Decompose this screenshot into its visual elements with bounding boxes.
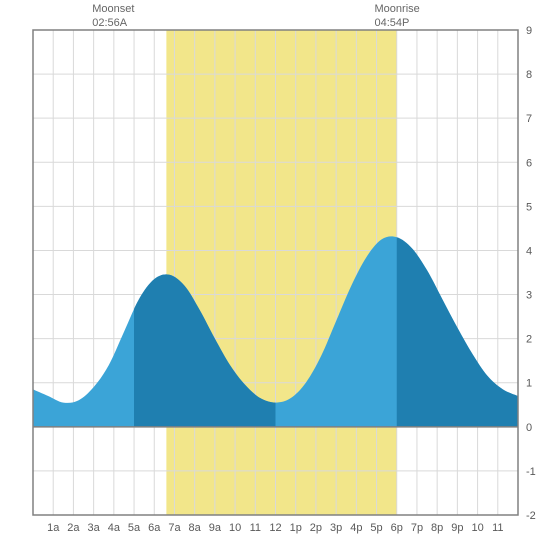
tide-chart: Moonset 02:56A Moonrise 04:54P -2-101234… — [0, 0, 550, 550]
x-tick-label: 1a — [47, 522, 60, 534]
x-tick-label: 8p — [431, 522, 443, 534]
y-tick-label: 6 — [526, 157, 532, 169]
moonset-time: 02:56A — [92, 17, 127, 29]
x-tick-label: 5p — [370, 522, 382, 534]
x-tick-label: 6a — [148, 522, 161, 534]
x-tick-label: 4a — [108, 522, 121, 534]
moonrise-title: Moonrise — [375, 3, 420, 15]
moonset-title: Moonset — [92, 3, 134, 15]
x-tick-label: 10 — [471, 522, 483, 534]
x-tick-label: 7a — [168, 522, 181, 534]
y-tick-label: -2 — [526, 510, 536, 522]
x-tick-label: 9a — [209, 522, 222, 534]
x-tick-label: 11 — [492, 522, 503, 534]
x-tick-label: 11 — [250, 522, 261, 534]
y-tick-label: 1 — [526, 378, 532, 390]
y-tick-label: 2 — [526, 334, 532, 346]
x-tick-label: 7p — [411, 522, 423, 534]
x-tick-label: 2a — [67, 522, 80, 534]
y-tick-label: 0 — [526, 422, 532, 434]
x-tick-label: 3a — [88, 522, 101, 534]
x-tick-label: 10 — [229, 522, 241, 534]
x-tick-label: 9p — [451, 522, 463, 534]
x-tick-label: 4p — [350, 522, 362, 534]
y-tick-label: -1 — [526, 466, 536, 478]
x-tick-label: 2p — [310, 522, 322, 534]
x-tick-label: 5a — [128, 522, 141, 534]
moonrise-time: 04:54P — [375, 17, 410, 29]
x-tick-label: 1p — [290, 522, 302, 534]
y-tick-label: 7 — [526, 113, 532, 125]
x-tick-label: 12 — [269, 522, 281, 534]
x-tick-label: 6p — [391, 522, 403, 534]
y-tick-label: 8 — [526, 69, 532, 81]
moonset-label: Moonset 02:56A — [92, 2, 134, 31]
y-tick-label: 9 — [526, 25, 532, 37]
moonrise-label: Moonrise 04:54P — [375, 2, 420, 31]
y-tick-label: 5 — [526, 201, 532, 213]
chart-svg: -2-101234567891a2a3a4a5a6a7a8a9a1011121p… — [0, 0, 550, 550]
y-tick-label: 3 — [526, 290, 532, 302]
x-tick-label: 3p — [330, 522, 342, 534]
y-tick-label: 4 — [526, 245, 532, 257]
x-tick-label: 8a — [189, 522, 202, 534]
